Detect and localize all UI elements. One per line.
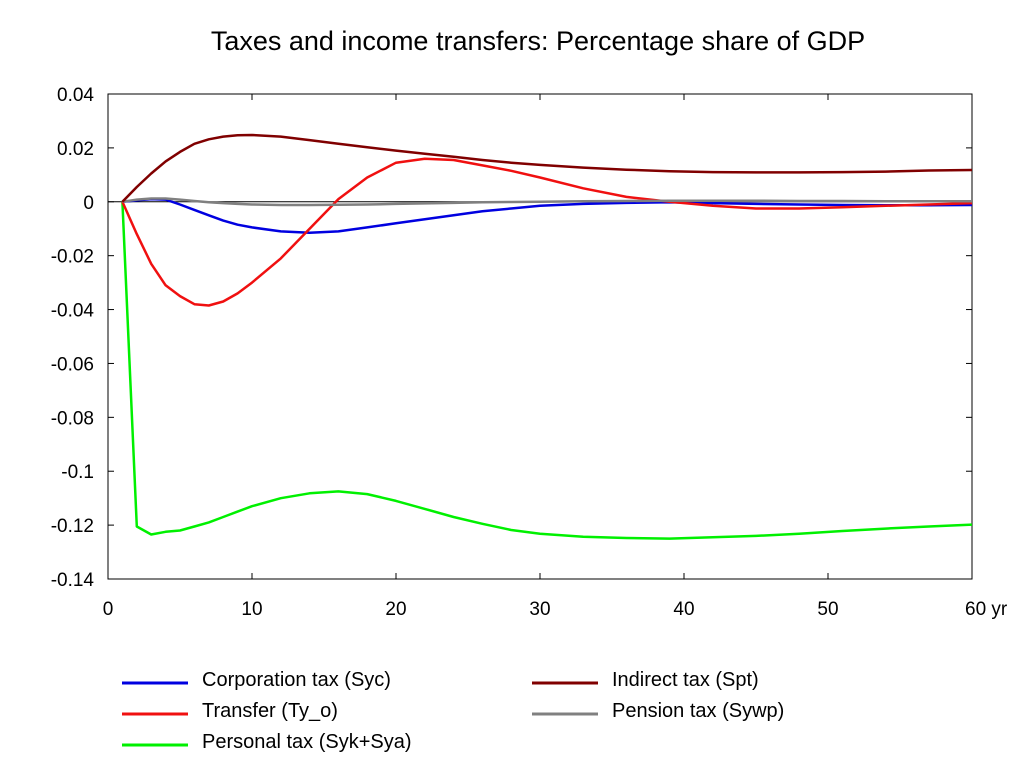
y-tick-label: 0 <box>83 193 94 214</box>
y-tick-label: -0.1 <box>61 462 94 483</box>
y-tick-label: 0.02 <box>57 139 94 160</box>
x-tick-label: 0 <box>103 599 114 620</box>
y-tick-label: -0.08 <box>51 408 94 429</box>
x-tick-label: 20 <box>385 599 406 620</box>
series-line-0 <box>122 197 973 235</box>
series-line-2 <box>121 201 973 540</box>
series-line-4 <box>122 197 972 207</box>
legend-label: Corporation tax (Syc) <box>202 669 391 691</box>
x-tick-label: 60 yr <box>965 599 1008 620</box>
series-line-1 <box>121 157 973 307</box>
plot-frame <box>107 93 973 580</box>
series-lines <box>108 133 973 540</box>
y-tick-label: -0.04 <box>51 301 95 322</box>
legend-label: Indirect tax (Spt) <box>612 669 759 691</box>
x-tick-label: 10 <box>241 599 262 620</box>
y-tick-label: -0.06 <box>51 354 94 375</box>
chart-title: Taxes and income transfers: Percentage s… <box>211 26 865 56</box>
legend-label: Pension tax (Sywp) <box>612 700 784 722</box>
y-tick-label: -0.02 <box>51 247 94 268</box>
legend-label: Personal tax (Syk+Sya) <box>202 731 412 753</box>
y-tick-label: -0.14 <box>51 570 95 591</box>
y-tick-label: 0.04 <box>57 85 94 106</box>
series-line-3 <box>121 133 973 203</box>
legend-label: Transfer (Ty_o) <box>202 700 338 722</box>
x-tick-label: 50 <box>817 599 838 620</box>
legend: Corporation tax (Syc) Transfer (Ty_o) Pers… <box>122 669 784 753</box>
x-tick-label: 40 <box>673 599 694 620</box>
x-tick-label: 30 <box>529 599 550 620</box>
axis-ticks: 0.04 0.02 0 -0.02 -0.04 -0.06 -0.08 -0.1 -0.12 -0… <box>51 85 1008 620</box>
y-tick-label: -0.12 <box>51 516 94 537</box>
